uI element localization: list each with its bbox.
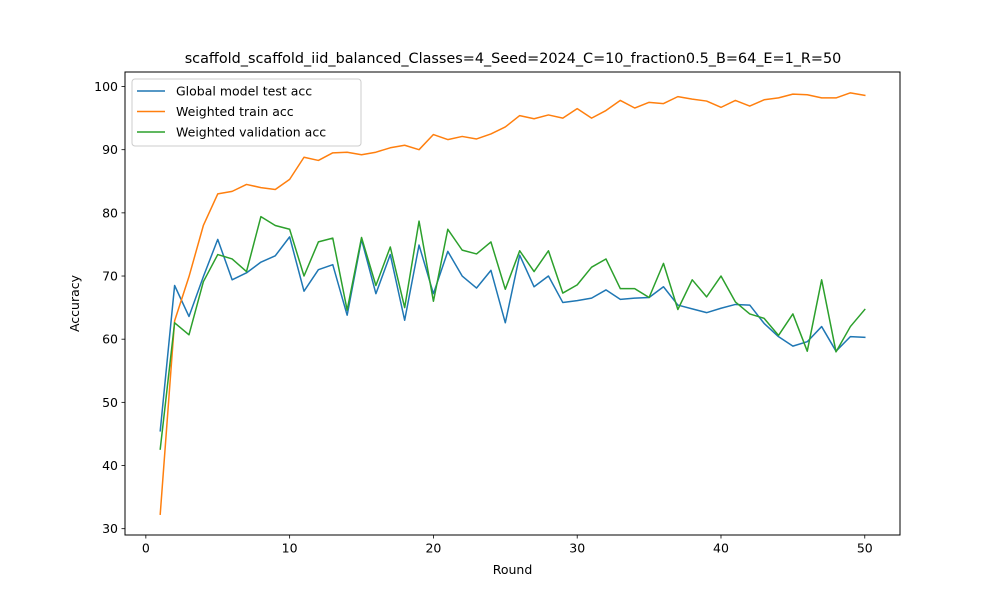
y-tick-label: 90 <box>102 142 118 157</box>
axis-ticks: 0 10 20 30 40 50 30 40 50 60 70 80 90 100 <box>94 79 873 555</box>
axes-frame <box>124 71 901 536</box>
plot-area <box>159 92 866 515</box>
y-tick-label: 100 <box>94 79 118 94</box>
chart-title: scaffold_scaffold_iid_balanced_Classes=4… <box>185 51 842 67</box>
x-tick-label: 40 <box>713 541 729 556</box>
x-axis-label: Round <box>493 562 533 577</box>
series-line-2 <box>159 215 866 450</box>
x-tick-label: 50 <box>857 541 873 556</box>
legend: Global model test acc Weighted train acc W… <box>131 78 362 147</box>
y-tick-label: 70 <box>102 269 118 284</box>
legend-box <box>131 78 362 147</box>
y-tick-label: 60 <box>102 332 118 347</box>
y-tick-label: 40 <box>102 458 118 473</box>
y-tick-label: 80 <box>102 205 118 220</box>
x-tick-label: 30 <box>569 541 585 556</box>
x-tick-label: 20 <box>425 541 441 556</box>
series-line-1 <box>159 92 866 515</box>
x-tick-label: 0 <box>142 541 150 556</box>
y-tick-label: 30 <box>102 521 118 536</box>
series-line-0 <box>159 236 866 432</box>
legend-label-1: Weighted train acc <box>176 104 294 119</box>
y-axis-label: Accuracy <box>67 274 82 332</box>
legend-label-0: Global model test acc <box>176 84 312 99</box>
y-tick-label: 50 <box>102 395 118 410</box>
x-tick-label: 10 <box>282 541 298 556</box>
legend-label-2: Weighted validation acc <box>176 125 326 140</box>
